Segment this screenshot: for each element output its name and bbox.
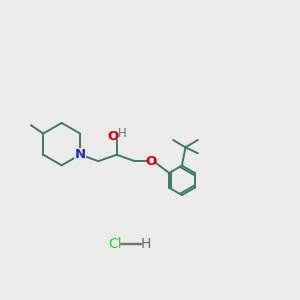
Text: H: H <box>118 127 126 140</box>
Text: Cl: Cl <box>108 237 122 251</box>
Text: O: O <box>146 155 157 168</box>
Text: N: N <box>74 148 86 161</box>
Text: O: O <box>107 130 118 143</box>
Text: H: H <box>140 237 151 251</box>
